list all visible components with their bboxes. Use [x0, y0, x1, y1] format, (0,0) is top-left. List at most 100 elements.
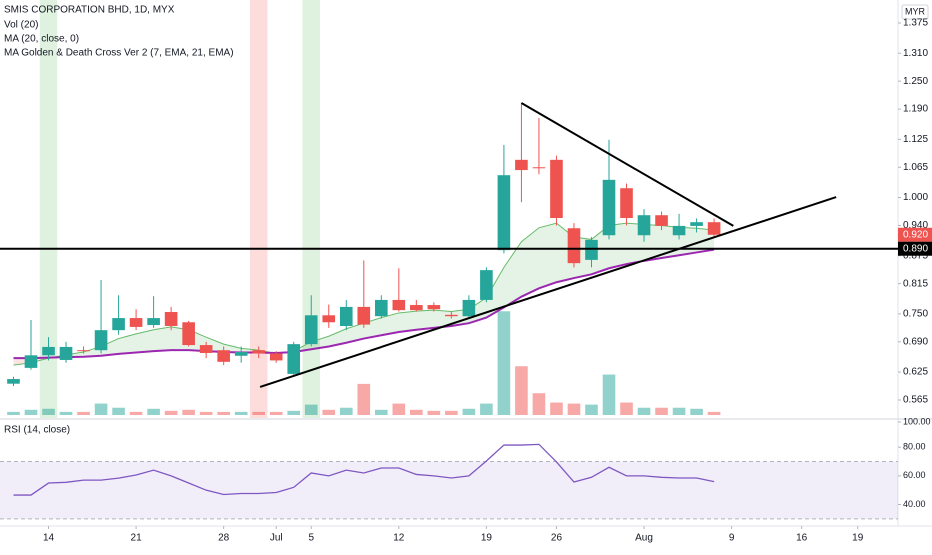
x-tick-label: 21 [131, 533, 143, 544]
y-tick-label: 0.625 [903, 367, 928, 378]
candle-body [147, 318, 160, 326]
chart-title: SMIS CORPORATION BHD, 1D, MYX [4, 5, 175, 16]
x-tick-label: 12 [393, 533, 405, 544]
volume-bar [24, 409, 38, 415]
ema-slow-line [13, 248, 715, 360]
rsi-y-tick-label: 60.00 [903, 470, 926, 480]
volume-bar [497, 311, 511, 415]
x-tick-label: Aug [635, 533, 653, 544]
ema-fill [433, 310, 452, 328]
candle-body [392, 299, 406, 311]
y-tick-label: 1.125 [903, 134, 928, 145]
volume-bar [620, 402, 633, 415]
candle-body [182, 322, 195, 346]
y-tick-label: 0.565 [903, 395, 928, 406]
candle-body [374, 299, 388, 317]
candle-body [497, 175, 511, 251]
candle-body [637, 215, 651, 236]
candle-body [339, 306, 353, 326]
price-badge [898, 227, 932, 242]
volume-bar [374, 409, 388, 415]
y-tick-label: 1.250 [903, 76, 928, 87]
ema-fill [346, 323, 364, 343]
ema-fill [136, 329, 154, 353]
volume-bar [164, 410, 178, 415]
candle-body [672, 225, 686, 236]
y-tick-label: 0.940 [903, 220, 928, 231]
price-badge-label: 0.920 [903, 229, 928, 240]
candle-body [655, 215, 668, 226]
volume-bar [655, 407, 668, 415]
currency-box [901, 4, 929, 20]
volume-bar [147, 408, 160, 415]
ema-fill [538, 223, 557, 289]
ema-fill [521, 227, 539, 297]
ema-fill [486, 267, 504, 318]
volume-bar [602, 374, 616, 415]
candle-body [567, 228, 581, 264]
candle-body [217, 350, 230, 362]
rsi-line [13, 443, 715, 496]
x-tick-label: 9 [729, 533, 735, 544]
volume-bar [287, 410, 301, 415]
rsi-y-tick-label: 40.00 [903, 499, 926, 509]
candle-body [269, 353, 283, 361]
y-tick-label: 1.375 [903, 18, 928, 29]
volume-bar [532, 393, 546, 415]
cross-band [249, 0, 268, 418]
candle-body [112, 318, 125, 331]
volume-bar [129, 411, 143, 415]
candle-body [690, 222, 703, 226]
candle-body [164, 312, 178, 326]
volume-bar [339, 407, 353, 415]
volume-bar [182, 409, 195, 415]
price-badge-label: 0.890 [903, 243, 928, 254]
rsi-y-tick-label: 100.00 [903, 416, 931, 426]
candle-body [515, 159, 528, 171]
candle-body [602, 179, 616, 236]
volume-bar [707, 411, 721, 415]
legend-line: MA (20, close, 0) [4, 34, 79, 45]
volume-bar [7, 411, 20, 415]
candle-body [322, 315, 336, 323]
volume-bar [199, 411, 213, 415]
plot-layer [0, 0, 898, 520]
x-tick-label: 5 [308, 533, 314, 544]
rsi-y-tick-label: 80.00 [903, 442, 926, 452]
ema-fill [591, 225, 610, 275]
volume-bar [322, 409, 336, 415]
candle-body [94, 330, 108, 351]
candle-body [234, 352, 248, 356]
ema-fill [311, 336, 329, 350]
candle-body [42, 346, 55, 356]
y-tick-label: 0.875 [903, 250, 928, 261]
volume-bar [357, 383, 371, 415]
candle-body [620, 188, 633, 219]
volume-bar [392, 403, 406, 415]
candle-body [129, 318, 143, 327]
trend-line [520, 102, 734, 227]
x-tick-label: 19 [852, 533, 864, 544]
volume-bar [94, 403, 108, 415]
y-tick-label: 0.750 [903, 309, 928, 320]
volume-bar [585, 404, 598, 415]
volume-bar [252, 411, 266, 415]
ema-fill [503, 241, 522, 308]
candle-body [7, 379, 20, 384]
y-tick-label: 0.690 [903, 336, 928, 347]
volume-bar [480, 403, 493, 415]
volume-bar [445, 410, 458, 415]
volume-bar [637, 407, 651, 415]
candle-body [77, 350, 90, 352]
candle-body [462, 299, 476, 317]
volume-bar [59, 411, 73, 415]
volume-bar [690, 408, 703, 415]
candle-body [59, 346, 73, 360]
x-tick-label: 16 [796, 533, 808, 544]
x-tick-label: 26 [551, 533, 563, 544]
ema-fill [328, 328, 347, 347]
rsi-band [0, 461, 898, 519]
volume-bar [410, 409, 423, 415]
x-tick-label: 28 [218, 533, 230, 544]
